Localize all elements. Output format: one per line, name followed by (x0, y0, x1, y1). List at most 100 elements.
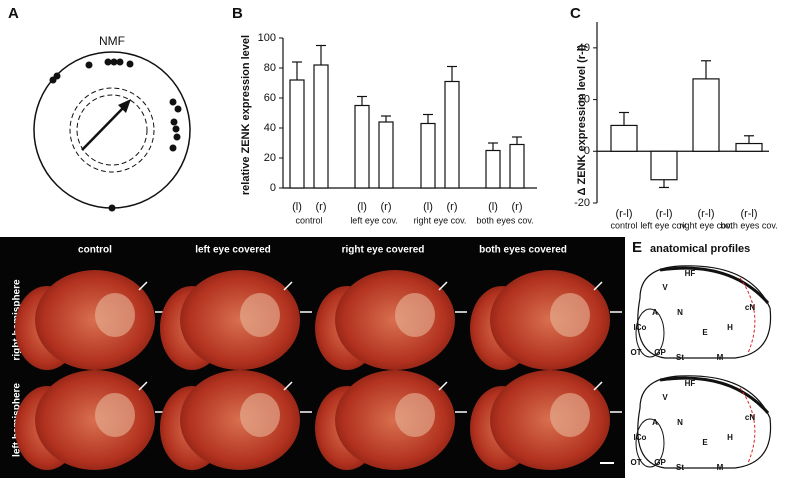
tissue (35, 270, 155, 370)
region-label: V (662, 283, 668, 292)
y-tick-label: -20 (574, 197, 590, 209)
arrow (138, 281, 148, 291)
tissue-bright (95, 293, 135, 337)
region-label: St (676, 463, 684, 472)
region-label: OT (630, 348, 641, 357)
tissue-bright (550, 293, 590, 337)
outline (659, 266, 770, 304)
region-label: St (676, 353, 684, 362)
bar (289, 79, 305, 189)
circle (69, 87, 155, 173)
region-label: M (717, 353, 724, 362)
region-label: HF (685, 269, 696, 278)
region-label: E (702, 438, 708, 447)
tissue-bright (240, 293, 280, 337)
x-tick-label: (l) (357, 201, 367, 213)
outline (739, 277, 756, 354)
tissue-bright (395, 393, 435, 437)
x-tick-label: (r) (316, 201, 327, 213)
arrow (593, 381, 603, 391)
region-label: cN (745, 413, 755, 422)
tissue-bright (395, 293, 435, 337)
y-tick-label: 20 (578, 93, 590, 105)
bar (444, 80, 460, 189)
x-tick-label: (r-l) (740, 208, 757, 220)
y-tick-label: 0 (584, 145, 590, 157)
y-tick-label: 100 (258, 32, 276, 44)
x-tick-label: (r-l) (697, 208, 714, 220)
region-label: H (727, 433, 733, 442)
tissue-bright (550, 393, 590, 437)
region-label: HF (685, 379, 696, 388)
bar (735, 142, 763, 152)
tissue (180, 270, 300, 370)
region-label: ICo (634, 433, 647, 442)
circle (76, 94, 148, 166)
region-label: GP (654, 348, 666, 357)
bar (650, 150, 678, 181)
arrow (81, 105, 126, 151)
region-label: ICo (634, 323, 647, 332)
tissue (35, 370, 155, 470)
group-label: left eye cov. (640, 220, 687, 230)
group-label: right eye cov. (680, 220, 733, 230)
y-tick-label: 60 (264, 92, 276, 104)
outline (635, 308, 665, 358)
x-tick-label: (l) (423, 201, 433, 213)
y-tick-label: 40 (578, 42, 590, 54)
panel-a-title: NMF (99, 34, 125, 48)
y-tick-label: 0 (270, 182, 276, 194)
arrow (138, 381, 148, 391)
panel-a: NMF (33, 34, 191, 212)
arrow (438, 281, 448, 291)
bar (692, 78, 720, 152)
x-tick-label: (l) (488, 201, 498, 213)
panel-e: anatomical profiles HF V A N E ICo OT GP St M HcN H… (630, 243, 772, 472)
bar (420, 122, 436, 189)
arrow (593, 281, 603, 291)
region-label: OT (630, 458, 641, 467)
column-label: left eye covered (195, 245, 271, 256)
outline (739, 387, 756, 464)
y-axis-label: Δ ZENK expression level (r-l) (576, 44, 588, 195)
arrow-head (118, 99, 131, 113)
dots (49, 58, 182, 212)
bar (485, 149, 501, 189)
group-label: both eyes cov. (476, 215, 533, 225)
tissue (335, 270, 455, 370)
panel-letter: A (8, 5, 19, 22)
group-label: right eye cov. (414, 215, 467, 225)
group-label: left eye cov. (350, 215, 397, 225)
outline (637, 375, 772, 469)
y-tick-label: 80 (264, 62, 276, 74)
region-label: N (677, 418, 683, 427)
tissue (490, 370, 610, 470)
outline (635, 418, 665, 468)
tissue-bright (240, 393, 280, 437)
region-label: H (727, 323, 733, 332)
column-label: right eye covered (342, 245, 425, 256)
y-axis-label: relative ZENK expression level (240, 35, 252, 195)
x-tick-label: (r) (512, 201, 523, 213)
region-label: M (717, 463, 724, 472)
region-label: A (652, 418, 658, 427)
region-label: cN (745, 303, 755, 312)
bar (354, 104, 370, 189)
bar (610, 124, 638, 152)
y-tick-label: 20 (264, 152, 276, 164)
column-label: both eyes covered (479, 245, 567, 256)
panel-e-title: anatomical profiles (650, 243, 750, 255)
region-label: A (652, 308, 658, 317)
outline (659, 376, 770, 414)
tissue-bright (95, 393, 135, 437)
panel-letter: B (232, 5, 243, 22)
arrow (438, 381, 448, 391)
tissue (490, 270, 610, 370)
y-tick-label: 40 (264, 122, 276, 134)
bar (313, 64, 329, 189)
column-label: control (78, 245, 112, 256)
panel-letter: E (632, 239, 642, 256)
region-label: V (662, 393, 668, 402)
x-tick-label: (r) (447, 201, 458, 213)
